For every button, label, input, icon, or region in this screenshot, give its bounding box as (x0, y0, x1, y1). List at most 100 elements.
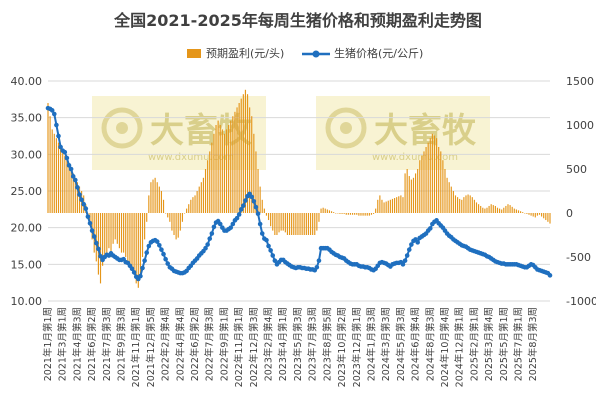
x-axis-tick-label: 2021年4月第3周 (71, 307, 83, 381)
profit-bar (333, 212, 335, 213)
profit-bar (450, 186, 452, 213)
profit-bar (475, 202, 478, 213)
profit-bar (480, 205, 482, 213)
profit-bar (326, 209, 328, 213)
profit-bar (406, 169, 408, 213)
profit-bar (417, 169, 419, 213)
profit-bar (354, 213, 356, 215)
profit-bar (469, 195, 471, 213)
profit-bar (162, 199, 165, 213)
price-point (91, 234, 97, 239)
profit-bar (444, 169, 446, 213)
profit-bar (545, 213, 547, 221)
left-axis-tick-label: 30.00 (11, 148, 43, 161)
profit-bar (412, 177, 415, 213)
x-axis-tick-label: 2021年3月第1周 (57, 307, 69, 381)
profit-bar (536, 213, 538, 216)
profit-bar (501, 209, 503, 213)
price-point (64, 155, 70, 161)
profit-bar (274, 213, 276, 235)
left-axis-ticks: 10.00 15.00 20.00 25.00 30.00 35.00 40.00 (11, 75, 43, 308)
price-point (96, 246, 101, 252)
price-point (81, 201, 87, 207)
profit-bar (213, 133, 215, 213)
profit-bar (448, 182, 450, 213)
profit-bar (509, 205, 511, 213)
profit-bar (244, 89, 247, 213)
profit-bar (391, 198, 394, 213)
profit-bar (207, 160, 209, 213)
profit-bar (110, 213, 112, 257)
profit-bar (494, 205, 496, 213)
profit-bar (421, 155, 423, 213)
right-axis-tick-label: -500 (566, 251, 591, 264)
profit-bar (465, 195, 467, 213)
price-point (255, 211, 261, 217)
x-axis-tick-label: 2023年12月第1周 (351, 307, 363, 387)
price-point (142, 258, 147, 263)
price-point (547, 273, 553, 278)
profit-bar (66, 160, 68, 213)
profit-bar (234, 111, 236, 213)
profit-bar (307, 213, 310, 235)
profit-bar (230, 120, 232, 213)
price-point (230, 221, 236, 227)
profit-bar (70, 169, 72, 213)
profit-bar (316, 213, 318, 231)
profit-bar (457, 197, 459, 213)
x-axis-tick-label: 2024年1月第3周 (365, 307, 377, 381)
watermark-right: 大畜牧 www.dxumu.com (316, 96, 490, 170)
profit-bar (484, 208, 486, 213)
profit-bar (335, 213, 337, 214)
profit-bar (144, 213, 146, 240)
x-axis-tick-label: 2023年5月第3周 (292, 307, 304, 381)
profit-bar (486, 207, 488, 213)
price-point (165, 261, 171, 266)
profit-bar (478, 204, 480, 213)
legend-line-label: 生猪价格(元/公斤) (334, 46, 423, 60)
profit-bar (318, 213, 320, 222)
profit-bar (429, 138, 431, 213)
price-point (49, 108, 55, 113)
x-axis-tick-label: 2024年3月第3周 (380, 307, 392, 381)
price-point (66, 163, 72, 168)
price-point (409, 242, 414, 247)
profit-bar (297, 213, 299, 235)
profit-bar (272, 213, 274, 231)
profit-bar (368, 213, 370, 216)
profit-bar (538, 213, 541, 215)
profit-bar (452, 191, 454, 213)
profit-bar (402, 197, 404, 213)
x-axis-tick-label: 2025年8月第3周 (527, 307, 539, 381)
profit-bar (419, 160, 421, 213)
profit-bar (305, 213, 307, 235)
price-point (56, 133, 61, 139)
x-axis-tick-label: 2021年1月第1周 (42, 307, 54, 381)
price-point (75, 185, 80, 190)
price-point (85, 214, 91, 219)
profit-bar (135, 213, 137, 284)
profit-bar (177, 213, 179, 238)
profit-bar (383, 202, 385, 213)
price-point (243, 198, 248, 203)
price-point (234, 215, 240, 221)
x-axis-tick-label: 2022年9月第1周 (218, 307, 230, 381)
profit-bar (129, 213, 131, 266)
profit-bar (459, 198, 461, 213)
right-axis-ticks: -1000 -500 0 500 1000 1500 (566, 75, 596, 308)
price-point (264, 237, 269, 243)
profit-bar (200, 182, 202, 213)
profit-bar (414, 173, 417, 213)
profit-bar (72, 173, 74, 213)
price-point (241, 203, 246, 208)
price-point (406, 247, 412, 252)
price-point (94, 240, 99, 246)
left-axis-tick-label: 25.00 (11, 185, 43, 198)
x-axis-tick-label: 2022年11月第1周 (233, 307, 245, 387)
x-axis-tick-label: 2021年11月第1周 (130, 307, 142, 387)
price-point (217, 221, 223, 227)
profit-bar (141, 213, 144, 257)
profit-bar (112, 213, 114, 244)
profit-bar (267, 213, 270, 221)
